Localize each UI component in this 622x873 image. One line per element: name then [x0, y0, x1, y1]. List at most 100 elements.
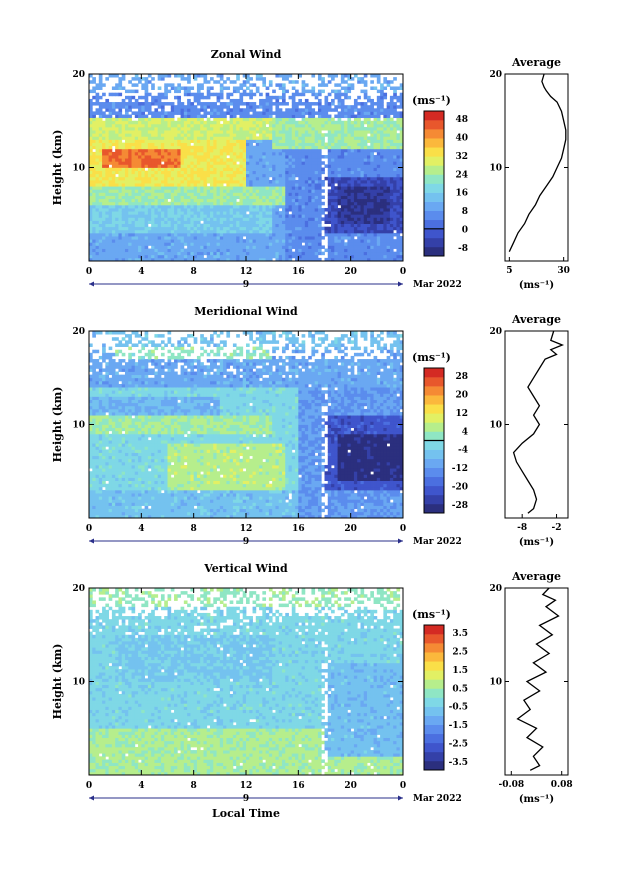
- heatmap-cell: [259, 148, 263, 153]
- heatmap-cell: [229, 189, 234, 193]
- heatmap-cell: [311, 192, 316, 196]
- heatmap-cell: [324, 208, 329, 212]
- heatmap-cell: [118, 108, 123, 112]
- heatmap-cell: [317, 251, 322, 256]
- heatmap-cell: [180, 167, 185, 172]
- heatmap-cell: [151, 142, 155, 147]
- heatmap-cell: [373, 74, 378, 78]
- heatmap-cell: [121, 195, 126, 200]
- heatmap-cell: [239, 179, 244, 184]
- heatmap-cell: [108, 232, 113, 237]
- heatmap-cell: [239, 223, 244, 228]
- heatmap-cell: [331, 151, 335, 156]
- heatmap-cell: [138, 245, 142, 249]
- heatmap-cell: [210, 155, 214, 159]
- heatmap-cell: [210, 130, 214, 134]
- heatmap-cell: [357, 151, 361, 156]
- heatmap-cell: [278, 173, 283, 178]
- heatmap-cell: [340, 245, 345, 249]
- heatmap-cell: [259, 155, 263, 159]
- heatmap-cell: [89, 133, 93, 137]
- heatmap-cell: [187, 229, 191, 234]
- heatmap-cell: [360, 195, 365, 200]
- heatmap-cell: [196, 217, 201, 221]
- heatmap-cell: [115, 245, 119, 249]
- heatmap-cell: [393, 164, 397, 168]
- heatmap-cell: [301, 179, 306, 184]
- heatmap-cell: [206, 80, 211, 84]
- heatmap-cell: [138, 151, 142, 156]
- heatmap-cell: [180, 248, 185, 253]
- heatmap-cell: [121, 170, 126, 175]
- heatmap-cell: [89, 123, 93, 128]
- heatmap-cell: [239, 136, 244, 140]
- heatmap-cell: [124, 189, 129, 193]
- heatmap-cell: [304, 251, 309, 256]
- heatmap-cell: [89, 214, 93, 218]
- heatmap-cell: [357, 120, 361, 125]
- heatmap-cell: [252, 158, 257, 162]
- heatmap-cell: [278, 74, 283, 78]
- heatmap-cell: [347, 232, 352, 237]
- heatmap-cell: [393, 155, 397, 159]
- heatmap-cell: [154, 164, 159, 168]
- heatmap-cell: [141, 201, 146, 206]
- heatmap-cell: [95, 86, 100, 90]
- heatmap-cell: [128, 167, 132, 172]
- heatmap-cell: [347, 120, 352, 125]
- heatmap-cell: [376, 105, 381, 109]
- heatmap-cell: [311, 232, 316, 237]
- heatmap-cell: [164, 86, 168, 90]
- heatmap-cell: [288, 117, 293, 122]
- heatmap-cell: [239, 239, 244, 243]
- heatmap-cell: [216, 98, 221, 103]
- heatmap-cell: [367, 214, 371, 218]
- heatmap-cell: [102, 251, 106, 256]
- heatmap-cell: [327, 236, 332, 240]
- heatmap-cell: [154, 217, 159, 221]
- heatmap-cell: [213, 201, 217, 206]
- heatmap-cell: [111, 223, 116, 228]
- heatmap-cell: [147, 208, 152, 212]
- heatmap-cell: [174, 211, 178, 215]
- heatmap-cell: [308, 257, 312, 262]
- heatmap-cell: [223, 173, 227, 178]
- heatmap-cell: [219, 83, 224, 87]
- heatmap-cell: [334, 195, 338, 200]
- heatmap-cell: [353, 239, 358, 243]
- heatmap-cell: [308, 226, 312, 231]
- heatmap-cell: [95, 142, 100, 147]
- heatmap-cell: [102, 189, 106, 193]
- heatmap-cell: [147, 214, 152, 218]
- heatmap-cell: [89, 186, 93, 190]
- heatmap-cell: [262, 120, 267, 125]
- heatmap-cell: [350, 105, 355, 109]
- heatmap-cell: [111, 133, 116, 137]
- heatmap-cell: [115, 251, 119, 256]
- heatmap-cell: [242, 139, 247, 143]
- heatmap-cell: [262, 111, 267, 115]
- heatmap-cell: [259, 161, 263, 165]
- heatmap-cell: [174, 158, 178, 162]
- heatmap-cell: [200, 158, 204, 162]
- heatmap-cell: [317, 198, 322, 203]
- heatmap-cell: [324, 145, 329, 150]
- heatmap-cell: [360, 254, 365, 259]
- heatmap-cell: [200, 130, 204, 134]
- heatmap-cell: [154, 136, 159, 140]
- heatmap-cell: [147, 74, 152, 78]
- heatmap-cell: [255, 208, 260, 212]
- heatmap-cell: [151, 192, 155, 196]
- heatmap-cell: [317, 186, 322, 190]
- heatmap-cell: [308, 229, 312, 234]
- heatmap-cell: [164, 92, 168, 97]
- heatmap-cell: [108, 204, 113, 209]
- heatmap-cell: [281, 170, 286, 175]
- heatmap-cell: [210, 126, 214, 131]
- heatmap-cell: [360, 167, 365, 172]
- heatmap-cell: [383, 229, 388, 234]
- heatmap-cell: [232, 245, 237, 249]
- heatmap-cell: [360, 217, 365, 221]
- heatmap-cell: [92, 133, 96, 137]
- heatmap-cell: [219, 155, 224, 159]
